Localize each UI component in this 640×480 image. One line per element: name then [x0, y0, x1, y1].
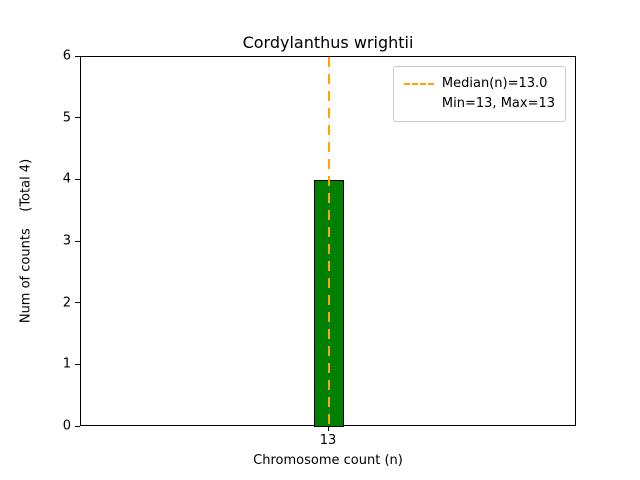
y-tick-label: 0: [62, 418, 71, 434]
y-tick: [75, 240, 80, 242]
y-tick: [75, 363, 80, 365]
x-axis-label: Chromosome count (n): [253, 453, 403, 468]
x-tick: [327, 426, 329, 431]
legend-entry-minmax: Min=13, Max=13: [404, 94, 555, 114]
x-tick-label: 13: [319, 433, 337, 448]
legend: Median(n)=13.0 Min=13, Max=13: [392, 66, 566, 123]
chart-title: Cordylanthus wrightii: [242, 33, 414, 52]
legend-label-median: Median(n)=13.0: [441, 76, 548, 91]
median-line: [328, 57, 330, 425]
y-tick-label: 4: [62, 171, 71, 187]
y-axis-label: Num of counts (Total 4): [18, 158, 34, 324]
y-tick-label: 2: [62, 295, 71, 311]
median-line-sample-icon: [403, 83, 434, 86]
y-tick-label: 3: [62, 233, 71, 249]
y-tick: [75, 302, 80, 304]
legend-sample-blank: [404, 103, 434, 105]
legend-entry-median: Median(n)=13.0: [403, 74, 555, 94]
legend-label-minmax: Min=13, Max=13: [441, 96, 555, 112]
y-tick-label: 6: [62, 48, 71, 64]
y-tick: [75, 55, 80, 57]
plot-area: Median(n)=13.0 Min=13, Max=13: [80, 56, 576, 427]
y-tick-label: 5: [62, 110, 71, 126]
y-tick: [75, 117, 80, 119]
y-tick: [75, 425, 80, 427]
y-tick: [75, 178, 80, 180]
y-tick-label: 1: [62, 356, 71, 372]
